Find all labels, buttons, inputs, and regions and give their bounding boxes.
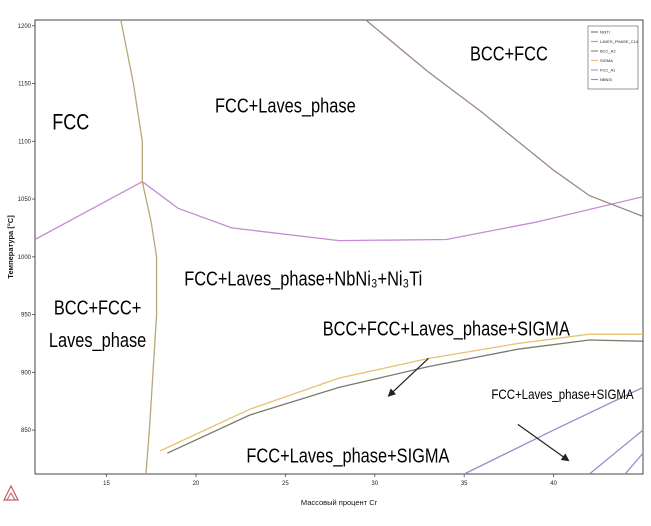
phase-boundary-laves-phase-c14-2: [141, 181, 158, 475]
legend: NI3TI LAVES_PHASE_C14 BCC_A2 SIGMA FCC_A1 NBN…: [587, 25, 639, 90]
phase-boundary-nbni3-7: [588, 429, 644, 475]
legend-entry: NI3TI: [600, 30, 610, 35]
legend-box: [587, 25, 639, 90]
pointer-arrow: [517, 423, 570, 462]
phase-region-label: BCC+FCC: [470, 42, 548, 65]
y-tick-label: 850: [21, 428, 32, 434]
phase-boundary-fcc-a1-0: [34, 180, 644, 242]
phase-region-label: FCC+Laves_phase: [215, 94, 356, 118]
phase-boundary-nbni3-6: [463, 386, 644, 475]
annotation-layer: FCCFCC+Laves_phaseBCC+FCCBCC+FCC+Laves_p…: [49, 42, 634, 468]
y-axis-label: Температура [°C]: [6, 215, 15, 279]
y-tick-label: 1000: [18, 255, 32, 261]
y-tick-label: 1050: [18, 197, 32, 203]
y-tick-label: 900: [21, 370, 32, 376]
x-tick-label: 40: [550, 481, 557, 487]
x-tick-label: 15: [103, 481, 110, 487]
x-tick-label: 25: [282, 481, 289, 487]
phase-region-label: BCC+FCC+Laves_phase+SIGMA: [323, 317, 571, 341]
phase-boundary-nbni3-8: [624, 452, 644, 475]
legend-entry: LAVES_PHASE_C14: [600, 39, 639, 44]
x-tick-label: 20: [193, 481, 200, 487]
phase-region-label: FCC+Laves_phase+SIGMA: [246, 444, 450, 468]
software-logo-icon: [3, 484, 19, 501]
legend-entry: FCC_A1: [600, 68, 616, 73]
phase-boundary-ni3ti-5: [167, 339, 644, 454]
y-tick-label: 1100: [18, 139, 32, 145]
phase-boundary-bcc-a2-3: [365, 19, 644, 218]
ticks-layer: 15 20 25 30 35 40 850 900 950 1000 1050 1100 1150 120…: [18, 24, 558, 487]
x-tick-label: 35: [461, 481, 468, 487]
phase-region-label: FCC: [52, 111, 89, 135]
phase-region-label: BCC+FCC+: [54, 296, 141, 319]
plot-frame: [34, 19, 644, 475]
y-tick-label: 1200: [18, 24, 32, 30]
x-axis-label: Массовый процент Cr: [301, 498, 378, 507]
y-tick-label: 1150: [18, 82, 32, 88]
pointer-arrow: [387, 358, 429, 397]
x-tick-label: 30: [371, 481, 378, 487]
phase-boundary-laves-phase-c14-1: [120, 19, 143, 182]
phase-region-label: Laves_phase: [49, 328, 146, 352]
legend-entry: NBNI3: [600, 77, 613, 82]
legend-entry: BCC_A2: [600, 49, 616, 54]
legend-entry: SIGMA: [600, 58, 613, 63]
y-tick-label: 950: [21, 313, 32, 319]
phase-region-label: FCC+Laves_phase+NbNi₃+Ni₃Ti: [184, 267, 422, 291]
phase-region-label: FCC+Laves_phase+SIGMA: [491, 386, 634, 402]
